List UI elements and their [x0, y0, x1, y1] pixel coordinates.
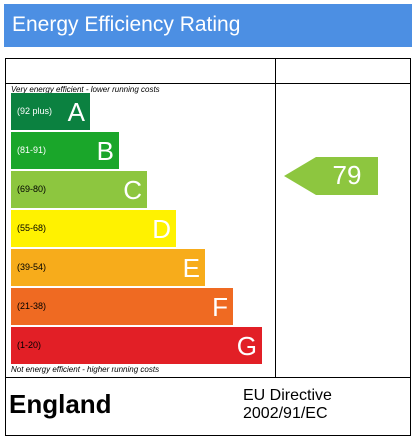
current-rating-value: 79 — [332, 160, 362, 190]
band-c: (69-80) C — [11, 171, 147, 208]
band-c-range: (69-80) — [17, 184, 47, 194]
band-f-letter: F — [212, 292, 228, 322]
country-label: England — [9, 389, 112, 419]
band-g-range: (1-20) — [17, 340, 42, 350]
band-b-letter: B — [96, 136, 114, 166]
caption-top: Very energy efficient - lower running co… — [11, 85, 160, 94]
caption-bottom: Not energy efficient - higher running co… — [11, 365, 160, 374]
band-e-range: (39-54) — [17, 262, 47, 272]
header-bar: Energy Efficiency Rating — [4, 4, 412, 47]
band-a-letter: A — [67, 97, 85, 127]
band-g: (1-20) G — [11, 327, 262, 364]
header-row-divider — [6, 83, 410, 84]
eu-directive: EU Directive 2002/91/EC — [243, 387, 332, 423]
band-a: (92 plus) A — [11, 93, 90, 130]
column-divider — [275, 59, 276, 377]
band-f: (21-38) F — [11, 288, 233, 325]
current-rating-arrow — [284, 157, 378, 195]
footer-row-divider — [6, 377, 410, 378]
rating-frame: Very energy efficient - lower running co… — [5, 58, 411, 436]
band-d-range: (55-68) — [17, 223, 47, 233]
band-e: (39-54) E — [11, 249, 205, 286]
band-g-letter: G — [236, 331, 257, 361]
band-d: (55-68) D — [11, 210, 176, 247]
band-b: (81-91) B — [11, 132, 119, 169]
band-d-letter: D — [152, 214, 171, 244]
band-a-range: (92 plus) — [17, 106, 53, 116]
current-rating-arrow-shape — [284, 157, 378, 195]
band-f-range: (21-38) — [17, 301, 47, 311]
eu-directive-line1: EU Directive — [243, 387, 332, 404]
band-e-letter: E — [182, 253, 200, 283]
band-c-letter: C — [123, 175, 142, 205]
band-b-range: (81-91) — [17, 145, 47, 155]
eu-directive-line2: 2002/91/EC — [243, 405, 328, 422]
header-title: Energy Efficiency Rating — [12, 13, 241, 36]
